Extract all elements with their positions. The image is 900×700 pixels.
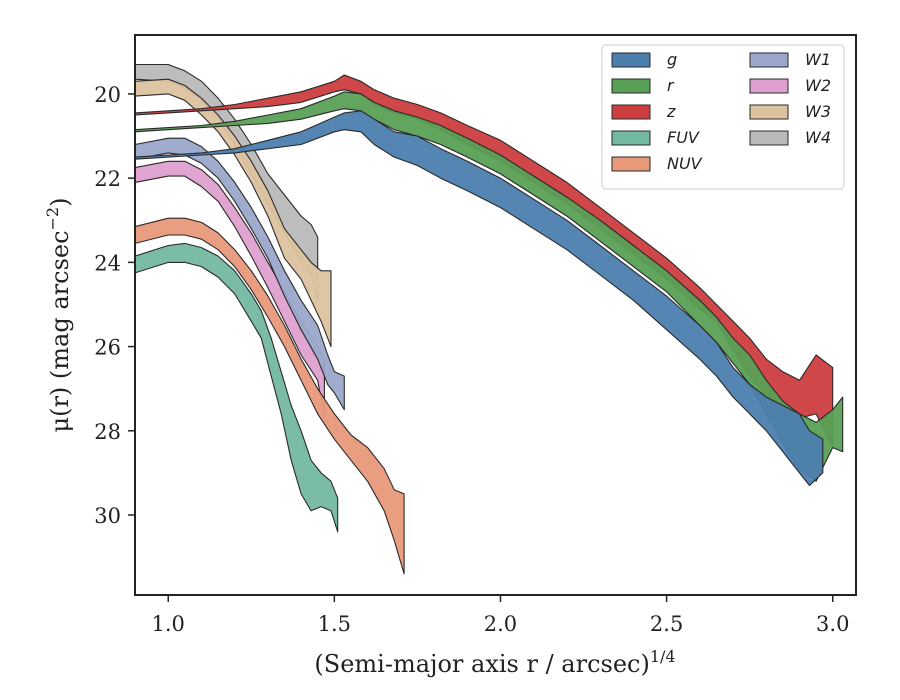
x-axis-label-main: (Semi-major axis r / arcsec) bbox=[314, 650, 649, 678]
y-axis-ticks: 20 22 24 26 28 30 bbox=[94, 83, 135, 528]
y-tick-label: 22 bbox=[94, 167, 121, 191]
legend-label-w4: W4 bbox=[805, 128, 831, 147]
legend-swatch-r bbox=[611, 78, 651, 94]
band-g bbox=[135, 110, 824, 487]
x-axis-label: (Semi-major axis r / arcsec)1/4 bbox=[314, 647, 675, 678]
legend: grz FUV NUV W1 W2 W3 W4 bbox=[601, 44, 845, 190]
y-axis-label: μ(r) (mag arcsec−2) bbox=[43, 198, 74, 433]
legend-label-w3: W3 bbox=[805, 102, 831, 121]
legend-label-w1: W1 bbox=[805, 50, 831, 69]
x-tick-label: 3.0 bbox=[816, 612, 849, 636]
legend-swatch-w3 bbox=[749, 104, 789, 120]
band-nuv bbox=[135, 217, 405, 575]
y-tick-label: 30 bbox=[94, 504, 121, 528]
y-tick-label: 28 bbox=[94, 420, 121, 444]
legend-swatch-fuv bbox=[611, 130, 651, 146]
legend-swatch-w4 bbox=[749, 130, 789, 146]
x-tick-label: 2.5 bbox=[650, 612, 683, 636]
legend-swatch-nuv bbox=[611, 156, 651, 172]
x-tick-label: 2.0 bbox=[484, 612, 517, 636]
legend-label-z: z bbox=[666, 102, 676, 121]
legend-swatch-z bbox=[611, 104, 651, 120]
y-tick-label: 26 bbox=[94, 336, 121, 360]
legend-swatch-w1 bbox=[749, 52, 789, 68]
legend-label-w2: W2 bbox=[805, 76, 831, 95]
x-axis-ticks: 1.0 1.5 2.0 2.5 3.0 bbox=[152, 595, 849, 636]
y-tick-label: 24 bbox=[94, 251, 121, 275]
y-axis-label-superscript: −2 bbox=[43, 207, 62, 231]
plot-frame bbox=[134, 34, 857, 596]
y-axis-label-end: ) bbox=[46, 198, 74, 207]
legend-label-nuv: NUV bbox=[667, 154, 703, 173]
data-bands bbox=[135, 63, 844, 575]
band-fuv bbox=[135, 242, 339, 533]
legend-swatch-w2 bbox=[749, 78, 789, 94]
legend-label-fuv: FUV bbox=[667, 128, 700, 147]
band-w1 bbox=[135, 137, 345, 411]
legend-swatch-g bbox=[611, 52, 651, 68]
legend-label-r: r bbox=[667, 76, 675, 95]
x-axis-label-superscript: 1/4 bbox=[650, 647, 676, 666]
legend-label-g: g bbox=[667, 50, 677, 69]
y-tick-label: 20 bbox=[94, 83, 121, 107]
y-axis-label-main: μ(r) (mag arcsec bbox=[46, 230, 74, 432]
band-w3 bbox=[135, 78, 332, 348]
x-tick-label: 1.5 bbox=[318, 612, 351, 636]
x-tick-label: 1.0 bbox=[152, 612, 185, 636]
